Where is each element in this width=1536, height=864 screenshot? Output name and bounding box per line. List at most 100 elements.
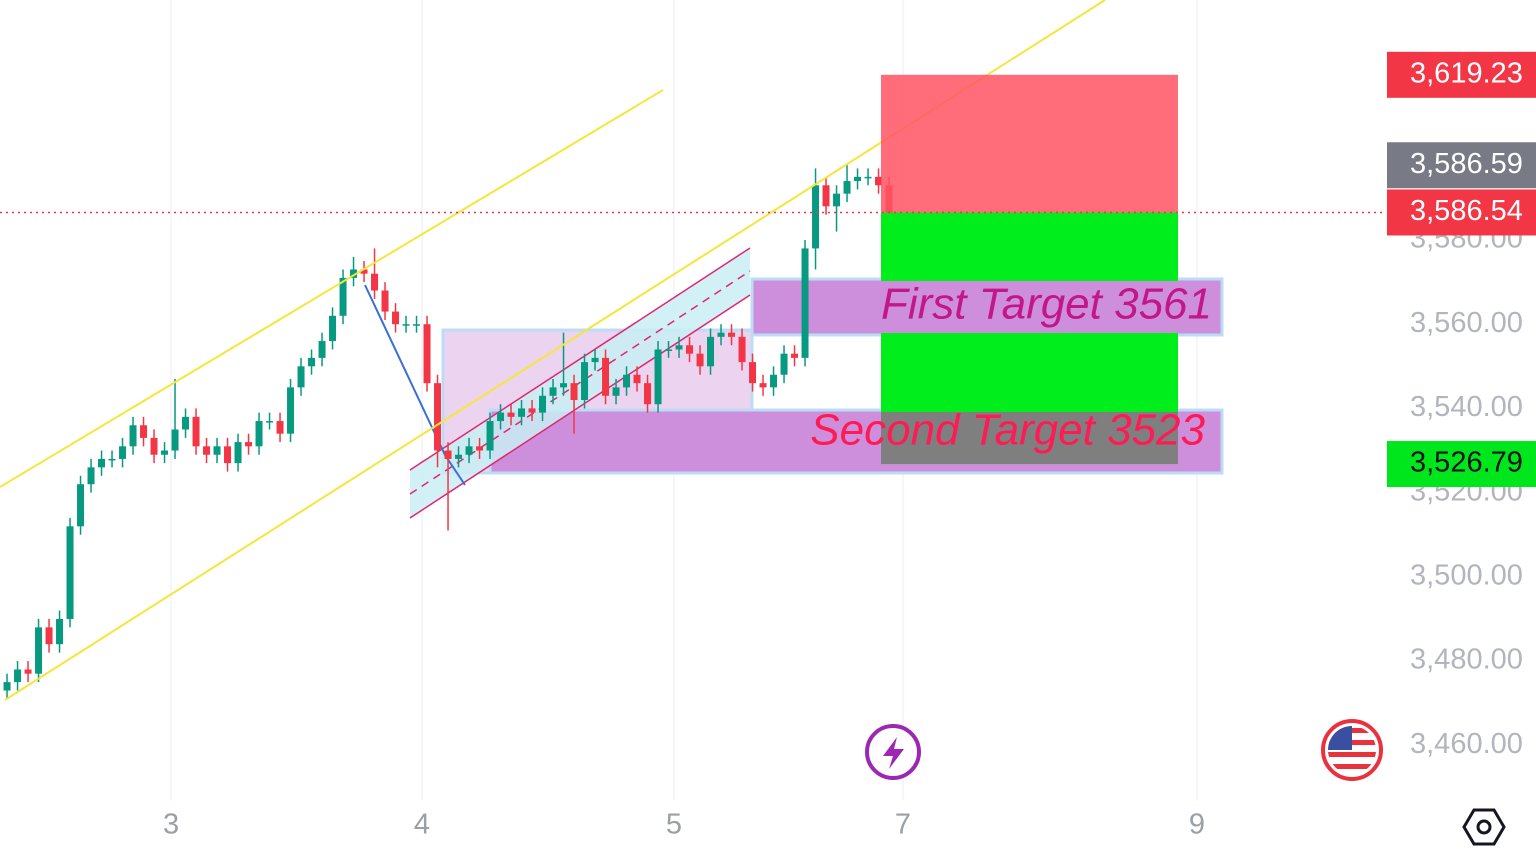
candle-body (108, 458, 116, 461)
candle-body (318, 341, 326, 358)
candle-body (476, 446, 484, 451)
candle-body (350, 269, 358, 278)
candle-body (276, 421, 284, 434)
candle-body (696, 353, 704, 367)
candle-body (812, 185, 820, 249)
axes: 3 4 5 7 93,460.003,480.003,500.003,520.003,5… (163, 138, 1523, 840)
candle-body (182, 416, 190, 430)
candle-body (738, 336, 746, 363)
candle-body (77, 484, 85, 527)
price-badge (1387, 51, 1536, 98)
candle-body (518, 408, 526, 417)
price-badge (1387, 189, 1536, 236)
candle-body (539, 395, 547, 413)
candle-body (329, 315, 337, 342)
candle-body (203, 446, 211, 455)
channel-midline (409, 270, 751, 495)
candle-body (66, 526, 74, 619)
candle-body (392, 311, 400, 325)
price-badge-label: 3,586.59 (1410, 148, 1523, 180)
candle-body (45, 627, 53, 645)
candles (3, 164, 893, 699)
candle-body (402, 324, 410, 326)
candle-body (434, 383, 442, 451)
candle-body (213, 446, 221, 455)
y-tick-label: 3,500.00 (1410, 559, 1523, 591)
candle-body (192, 416, 200, 447)
candle-body (549, 387, 557, 396)
candle-body (297, 366, 305, 388)
candle-body (3, 682, 11, 691)
candle-body (287, 387, 295, 434)
settings-icon[interactable] (1462, 808, 1506, 846)
candle-body (633, 374, 641, 384)
stop-area (881, 74, 1178, 213)
candle-body (444, 450, 452, 459)
candle-body (780, 353, 788, 375)
candle-body (497, 412, 505, 422)
candle-body (770, 374, 778, 388)
candle-body (507, 412, 515, 417)
lightning-icon[interactable] (865, 724, 921, 780)
candle-body (35, 627, 43, 674)
candle-body (360, 269, 368, 274)
x-tick-label: 5 (666, 809, 682, 841)
candle-body (581, 362, 589, 400)
candle-body (56, 618, 64, 645)
candle-body (791, 353, 799, 358)
candle-body (465, 446, 473, 455)
flag-icon[interactable] (1321, 719, 1383, 781)
candle-body (129, 425, 137, 447)
candle-body (266, 421, 274, 423)
candle-body (644, 383, 652, 405)
candle-body (707, 336, 715, 367)
candle-body (749, 362, 757, 384)
candle-body (14, 669, 22, 683)
y-tick-label: 3,540.00 (1410, 391, 1523, 423)
candle-body (308, 357, 316, 367)
candle-body (654, 349, 662, 405)
candle-body (24, 669, 32, 674)
candle-body (455, 454, 463, 459)
candle-body (119, 446, 127, 459)
candle-body (675, 345, 683, 350)
candle-body (801, 248, 809, 358)
x-tick-label: 3 (163, 809, 179, 841)
candle-body (759, 383, 767, 388)
candle-body (98, 458, 106, 468)
annotation: First Target 3561 (881, 280, 1212, 329)
x-tick-label: 4 (414, 809, 430, 841)
price-badge (1387, 142, 1536, 189)
x-tick-label: 9 (1189, 809, 1205, 841)
candle-body (570, 383, 578, 400)
candle-body (612, 387, 620, 396)
candle-body (717, 332, 725, 337)
candle-body (423, 324, 431, 384)
y-tick-label: 3,480.00 (1410, 644, 1523, 676)
candle-body (875, 176, 883, 186)
candle-body (854, 176, 862, 182)
second-target-overlap (881, 412, 1178, 465)
position-box (0, 74, 1386, 465)
candle-body (686, 345, 694, 354)
price-badge-label: 3,526.79 (1410, 447, 1523, 479)
candle-body (150, 437, 158, 455)
candle-body (833, 193, 841, 207)
y-tick-label: 3,460.00 (1410, 728, 1523, 760)
candle-body (161, 450, 169, 455)
price-badge-label: 3,586.54 (1410, 195, 1523, 227)
channel-line (409, 294, 751, 519)
x-tick-label: 7 (895, 809, 911, 841)
price-badges: 3,619.23 3,586.59 3,586.54 3,526.79 (1387, 51, 1536, 488)
candle-body (224, 446, 232, 464)
candle-body (140, 425, 148, 438)
candle-body (413, 324, 421, 326)
candle-body (381, 290, 389, 312)
candle-body (87, 467, 95, 485)
channel-upper-line (0, 89, 664, 488)
candle-body (255, 421, 263, 447)
annotation: Second Target 3523 (810, 406, 1205, 455)
candle-body (623, 374, 631, 388)
candle-body (234, 442, 242, 464)
candle-body (486, 421, 494, 451)
